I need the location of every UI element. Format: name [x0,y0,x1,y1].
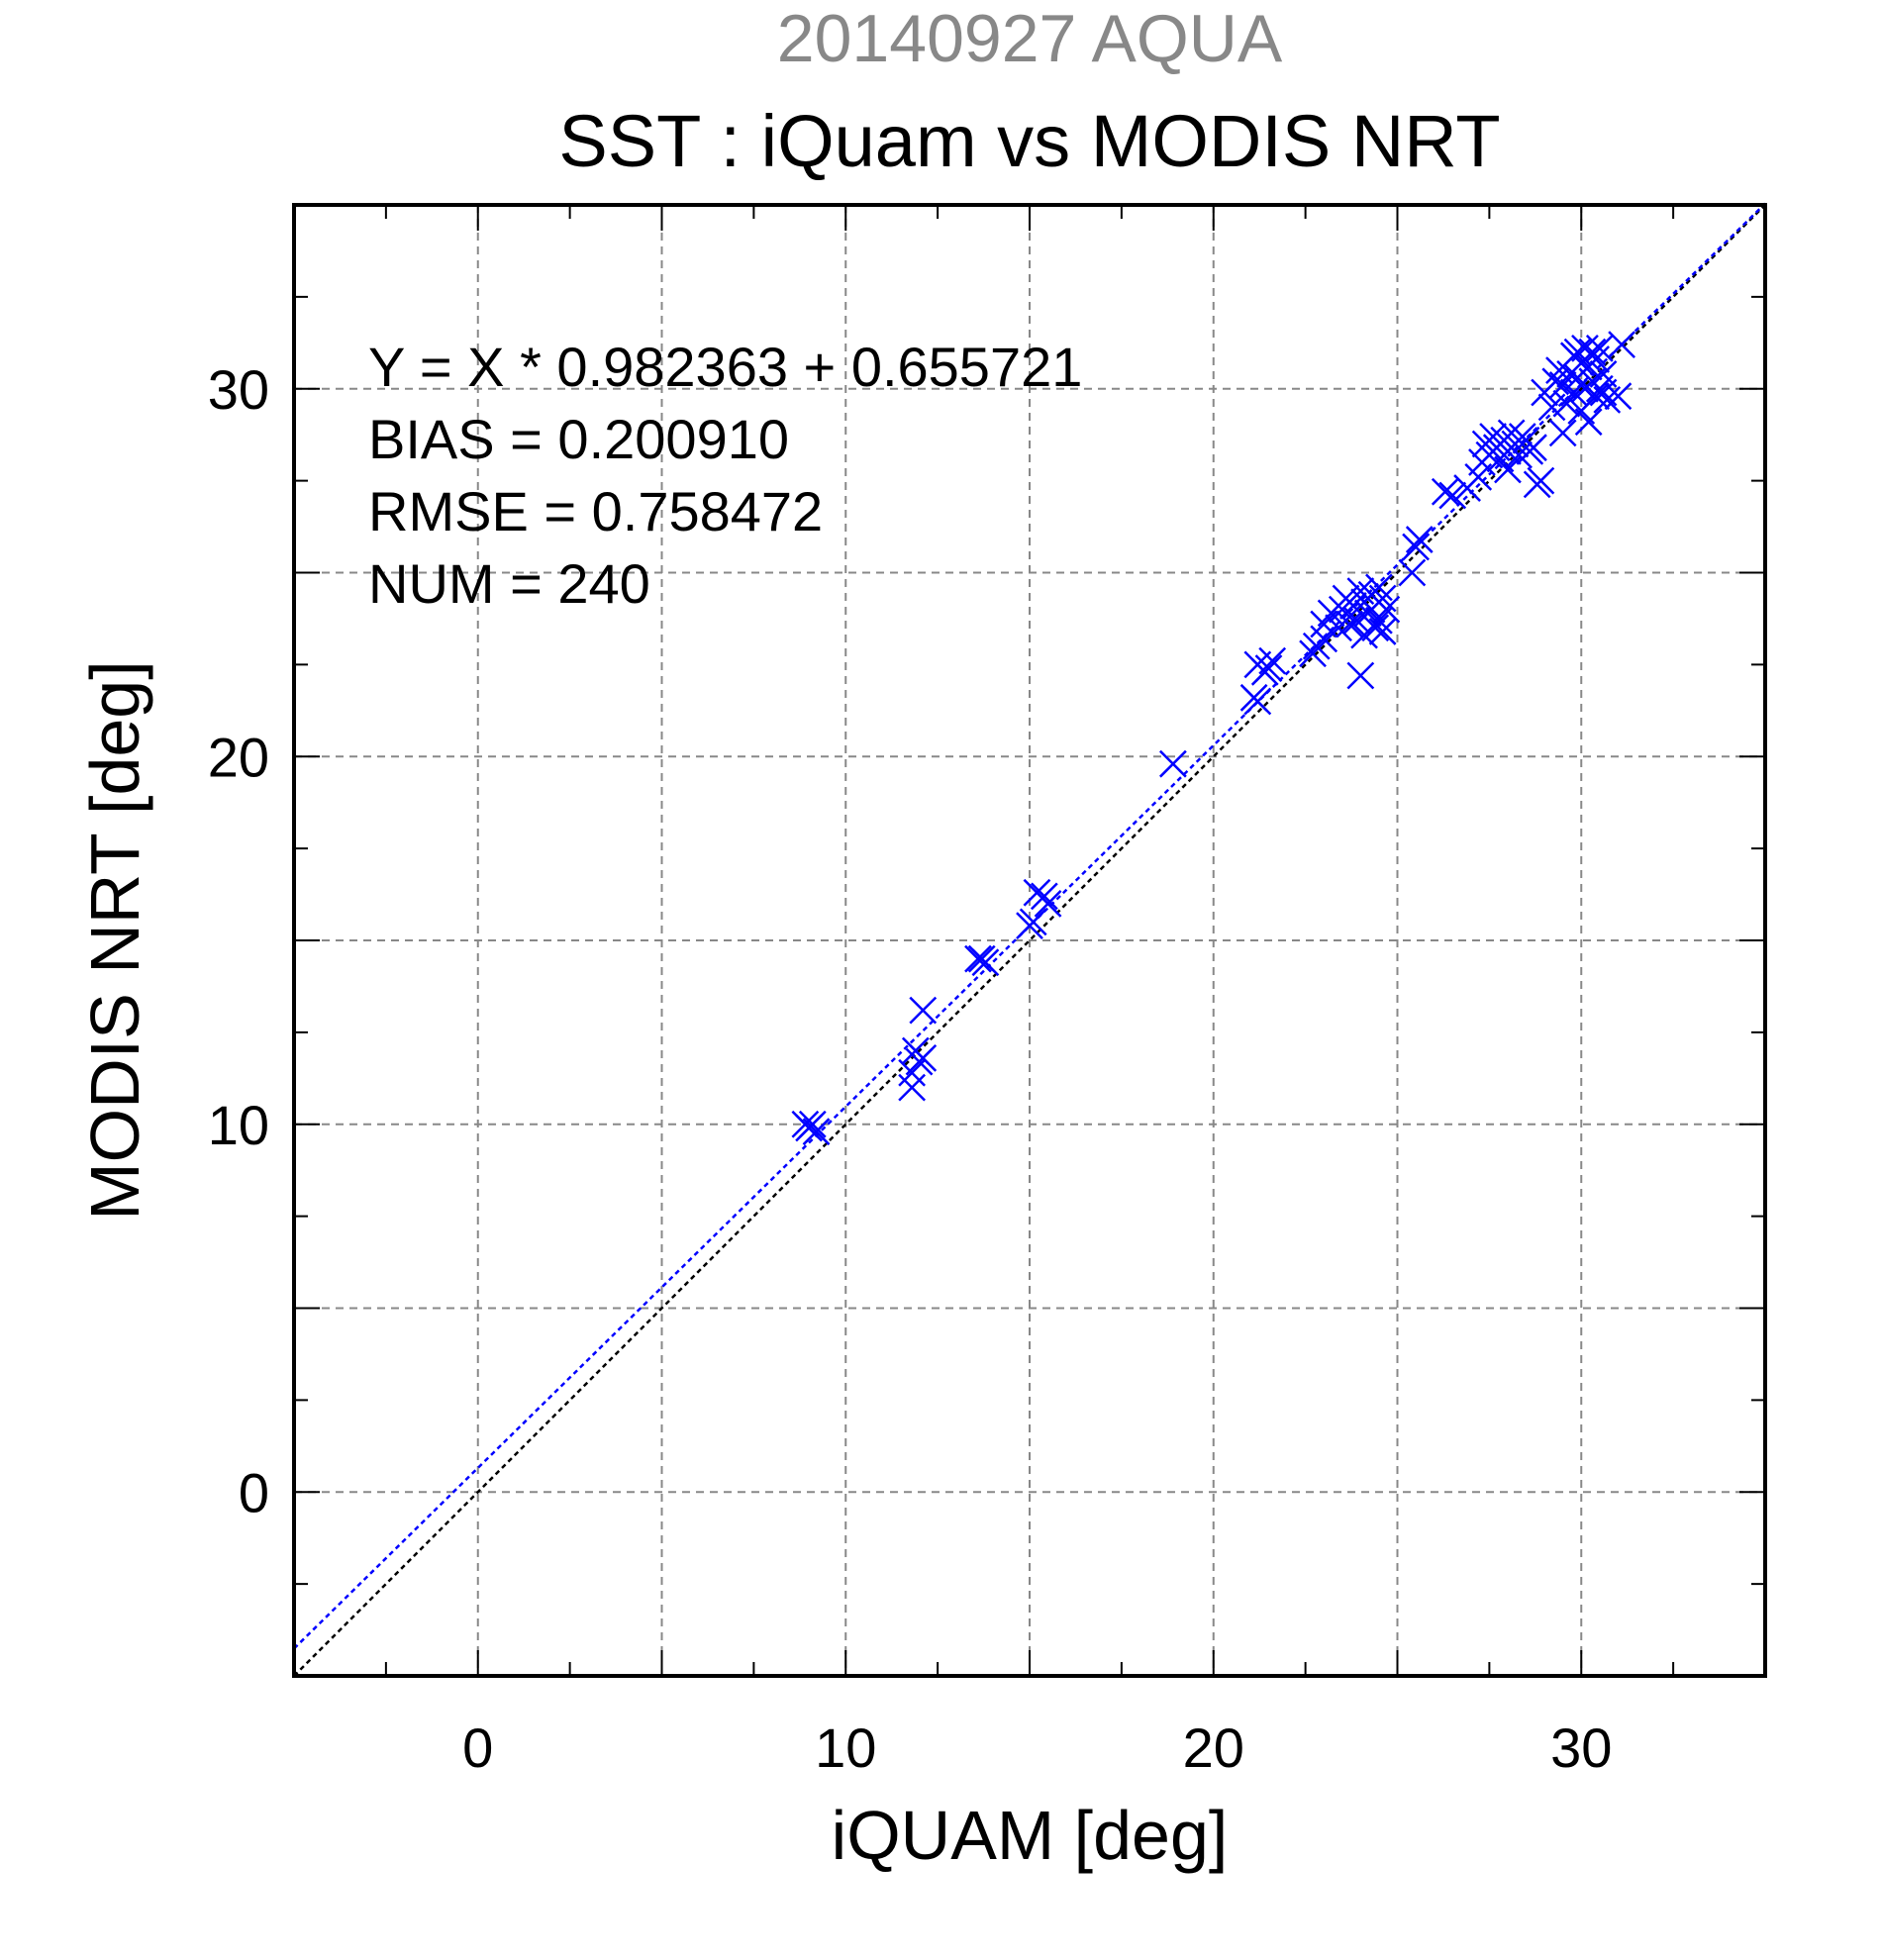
data-point [1593,386,1622,414]
data-point [1365,573,1393,602]
data-point [964,944,992,973]
x-tick-label: 0 [462,1716,493,1779]
data-point [1438,481,1467,510]
data-point [1034,889,1062,918]
data-point [1310,625,1338,653]
data-point [1582,382,1610,411]
data-point [1405,526,1434,553]
data-point [1243,687,1272,716]
data-point [1346,577,1375,605]
stats-line: BIAS = 0.200910 [368,408,789,470]
data-point [1559,378,1588,407]
y-tick-label: 10 [208,1094,269,1156]
stats-line: Y = X * 0.982363 + 0.655721 [368,336,1082,398]
data-point [909,1043,938,1072]
data-point [898,1073,927,1102]
y-tick-label: 0 [239,1461,269,1523]
x-tick-label: 10 [815,1716,876,1779]
y-tick-label: 20 [208,726,269,788]
data-point [1258,646,1287,675]
data-point [795,1114,823,1142]
data-point [1346,661,1375,690]
plot-frame [292,203,1767,1678]
data-point [1398,558,1427,587]
data-point [1563,338,1592,366]
y-tick-label: 30 [208,358,269,421]
y-axis-label: MODIS NRT [deg] [76,660,153,1220]
data-point [1582,345,1610,373]
data-point [1159,749,1187,778]
chart-title: 20140927 AQUA [777,1,1283,76]
grid-lines [294,205,1765,1676]
x-axis-label: iQUAM [deg] [832,1797,1229,1874]
data-point [1505,441,1533,469]
data-point [1574,408,1603,437]
data-point [1336,610,1364,638]
data-point [1030,882,1058,911]
data-point [1350,621,1378,649]
data-point [1368,618,1397,645]
data-point [1019,908,1047,936]
data-point [1604,382,1633,411]
data-point [1494,455,1522,484]
data-point [971,948,1000,977]
stats-annotations: Y = X * 0.982363 + 0.655721 BIAS = 0.2009… [368,336,1082,615]
data-point [1254,654,1283,682]
data-point [1325,614,1352,642]
data-point [1299,639,1327,668]
data-point [1402,533,1430,561]
chart-subtitle: SST : iQuam vs MODIS NRT [558,100,1500,182]
data-point [1589,360,1618,388]
data-point [1527,466,1555,495]
data-point [1585,335,1614,362]
x-tick-labels: 0 10 20 30 [462,1716,1612,1779]
data-points [791,331,1635,1146]
data-point [909,996,938,1025]
data-point [802,1118,831,1146]
data-point [1368,584,1397,613]
data-point [1431,477,1459,506]
x-tick-label: 20 [1183,1716,1244,1779]
data-point [1372,595,1401,624]
data-point [1548,419,1577,447]
data-point [1578,338,1607,366]
data-point [1541,367,1570,396]
x-tick-label: 30 [1550,1716,1612,1779]
data-point [1520,434,1547,462]
y-tick-labels: 0 10 20 30 [208,358,269,1524]
data-point [1608,331,1635,359]
stats-line: NUM = 240 [368,552,650,615]
stats-line: RMSE = 0.758472 [368,480,823,542]
